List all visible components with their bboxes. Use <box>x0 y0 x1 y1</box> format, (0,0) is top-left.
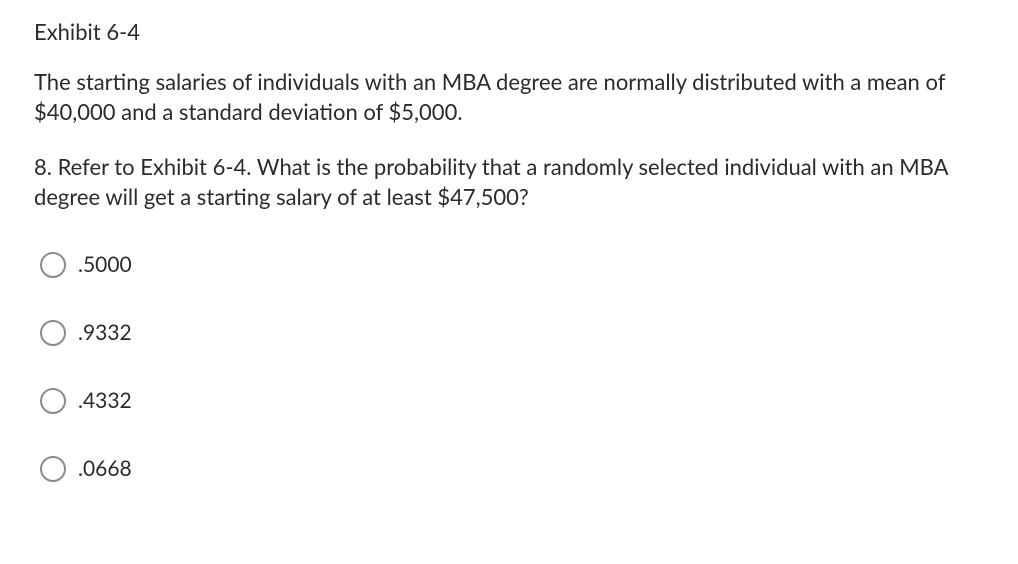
option-label: .5000 <box>78 252 132 277</box>
option-2[interactable]: .4332 <box>40 388 988 414</box>
option-label: .9332 <box>78 320 132 345</box>
exhibit-body: The starting salaries of individuals wit… <box>34 67 988 126</box>
exhibit-title: Exhibit 6-4 <box>34 18 988 45</box>
radio-icon <box>40 456 66 482</box>
options-group: .5000 .9332 .4332 .0668 <box>34 252 988 482</box>
radio-icon <box>40 320 66 346</box>
option-0[interactable]: .5000 <box>40 252 988 278</box>
radio-icon <box>40 388 66 414</box>
option-label: .4332 <box>78 388 132 413</box>
option-3[interactable]: .0668 <box>40 456 988 482</box>
radio-icon <box>40 252 66 278</box>
option-label: .0668 <box>78 456 132 481</box>
option-1[interactable]: .9332 <box>40 320 988 346</box>
question-text: 8. Refer to Exhibit 6-4. What is the pro… <box>34 152 988 211</box>
